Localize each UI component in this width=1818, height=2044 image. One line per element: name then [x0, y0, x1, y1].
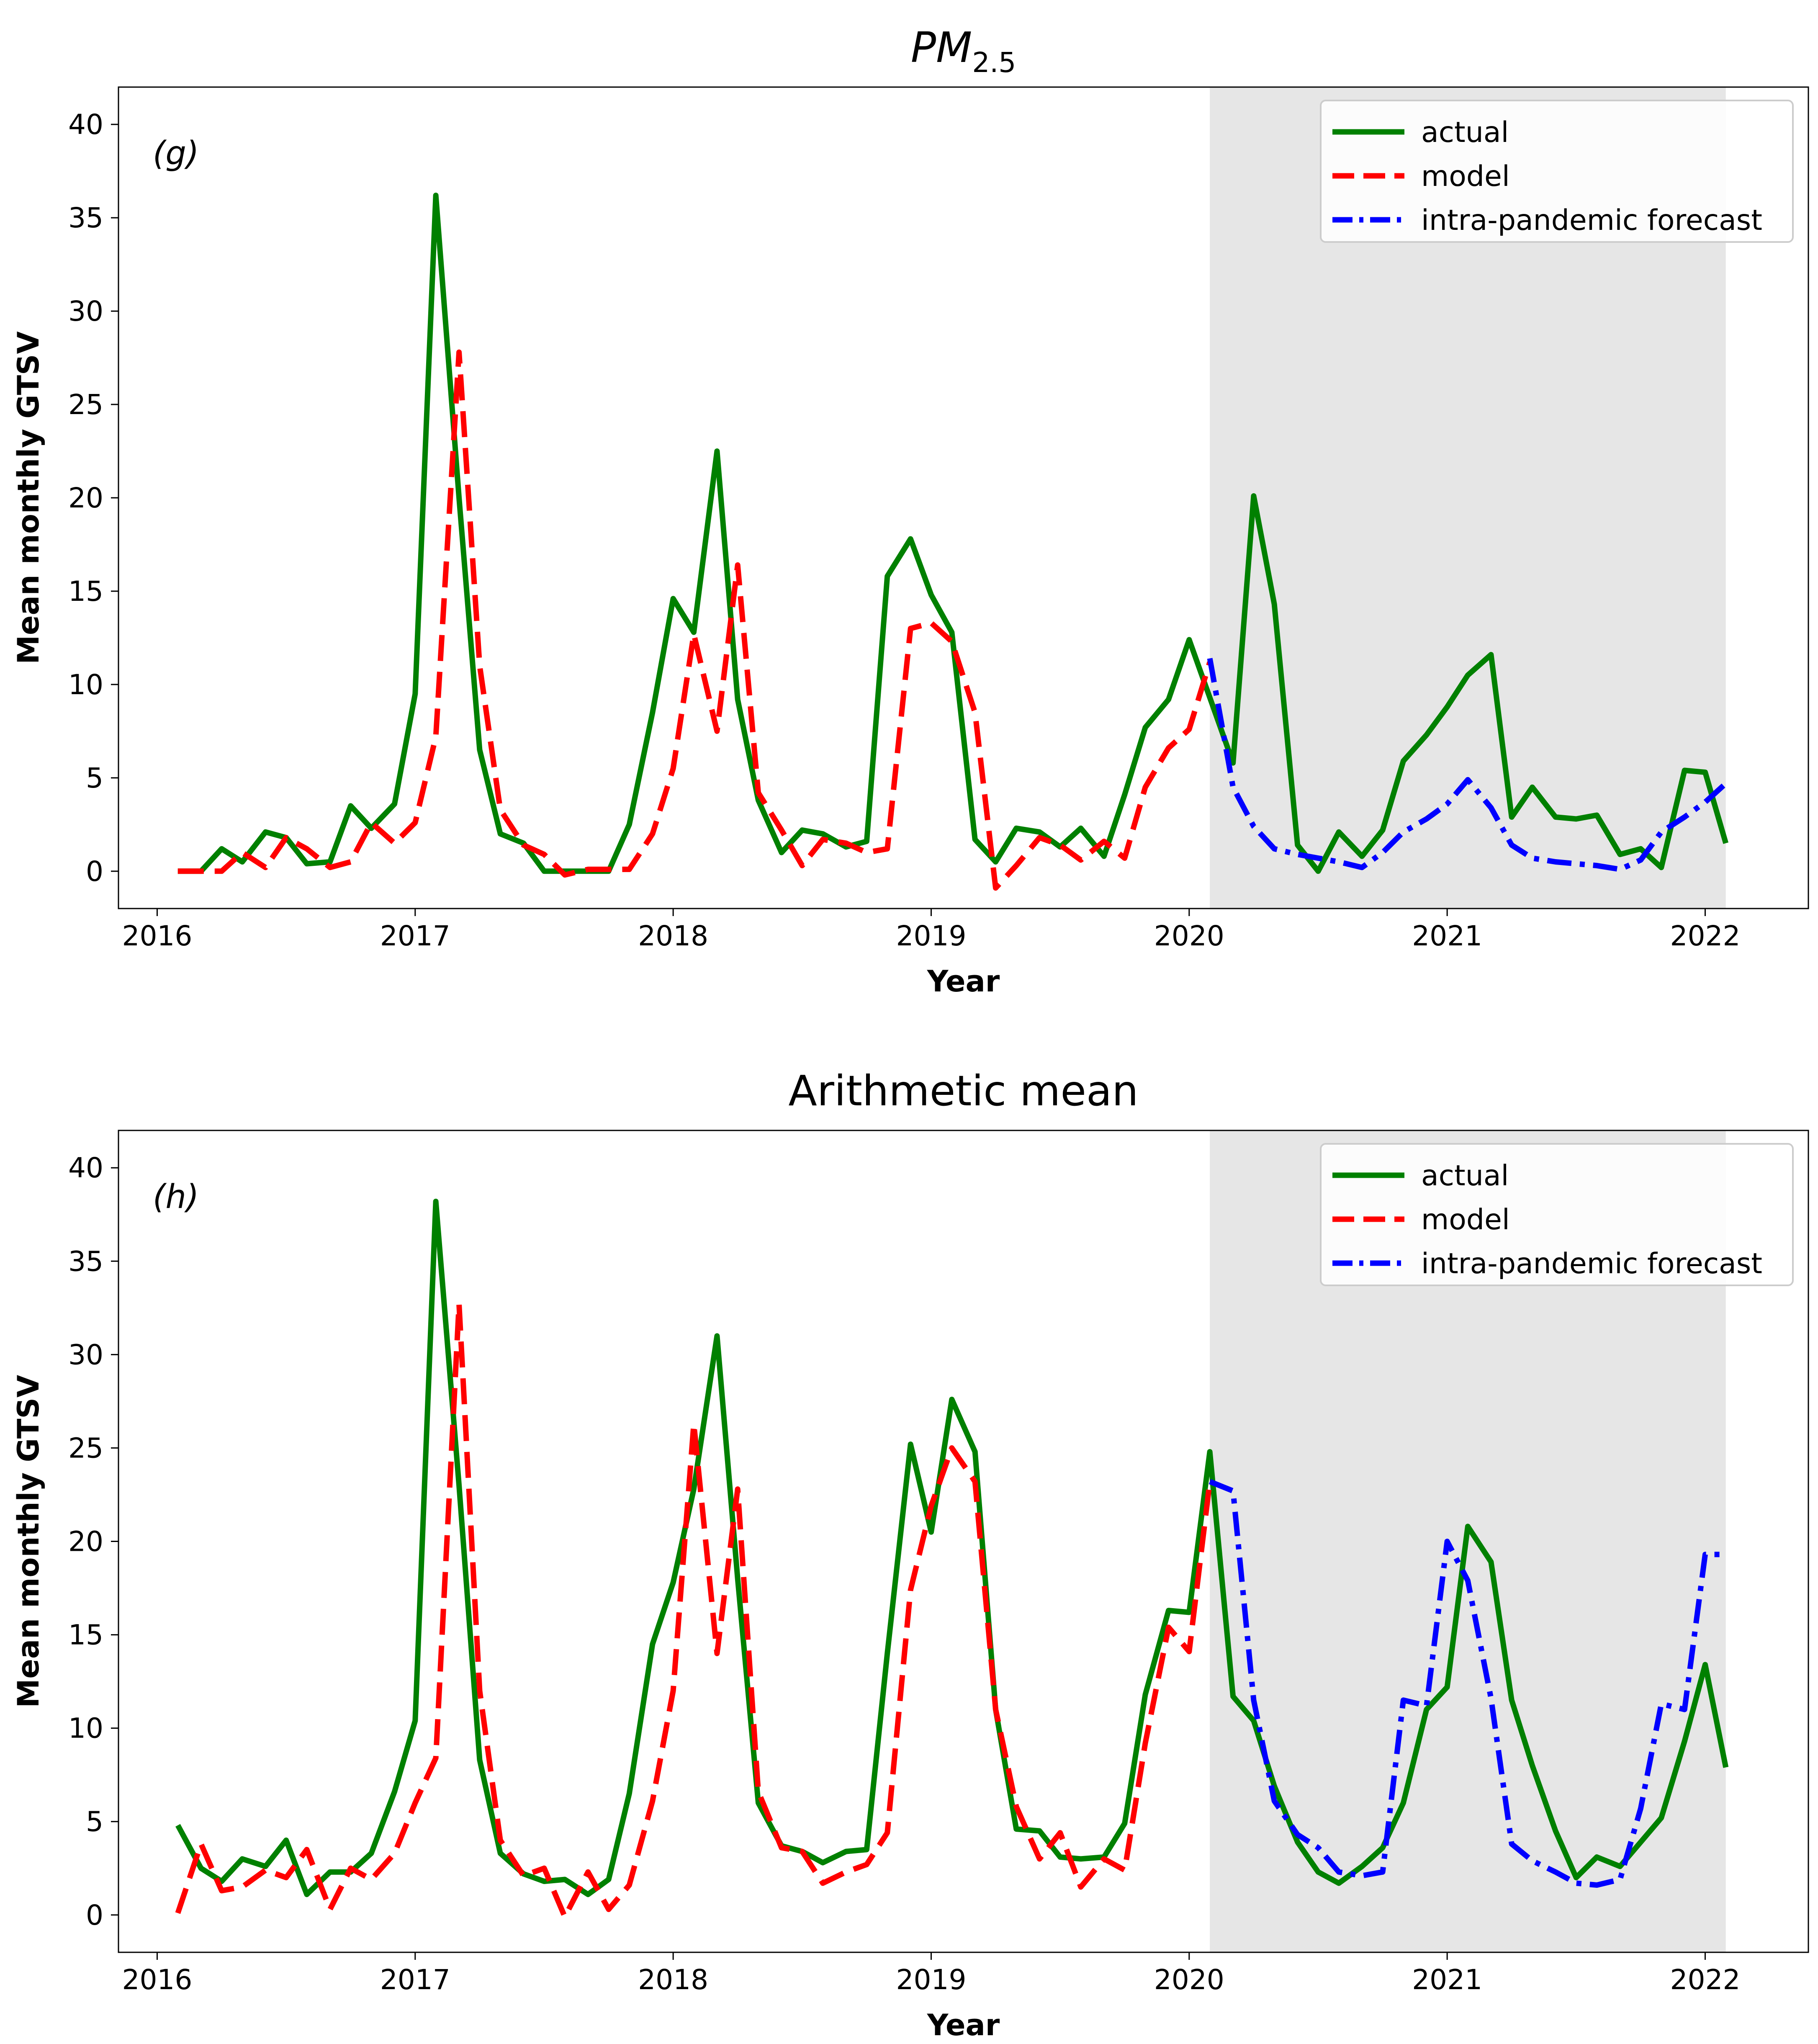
legend: actual model intra-pandemic forecast: [1320, 100, 1794, 243]
x-tick-label: 2020: [1154, 920, 1224, 952]
x-axis-label: Year: [927, 964, 1000, 999]
x-tick-label: 2016: [122, 920, 192, 952]
series-line-actual: [177, 193, 1729, 874]
chart-title-main: PM: [911, 23, 972, 72]
panel-label: (h): [153, 1178, 199, 1216]
y-tick-label: 0: [86, 1899, 103, 1931]
y-axis-label: Mean monthly GTSV: [11, 331, 46, 664]
series-line-intra-pandemic-forecast: [1207, 658, 1728, 872]
y-tick-label: 35: [68, 1245, 103, 1277]
legend: actual model intra-pandemic forecast: [1320, 1143, 1794, 1286]
legend-label: intra-pandemic forecast: [1421, 204, 1762, 237]
x-tick-label: 2019: [896, 920, 966, 952]
y-tick-label: 35: [68, 202, 103, 234]
x-tick-label: 2021: [1412, 920, 1482, 952]
x-tick-label: 2018: [638, 1964, 708, 1996]
series-line-actual: [175, 1199, 1729, 1897]
chart-panel-2: 2016 2017 2018 2019 2020 2021 2022 0 5 10 15 20 25 30…: [11, 1066, 1809, 2042]
legend-label: intra-pandemic forecast: [1421, 1247, 1762, 1280]
x-tick-label: 2019: [896, 1964, 966, 1996]
series-line-model: [175, 1301, 1213, 1920]
y-tick-label: 5: [86, 762, 103, 794]
chart-title: Arithmetic mean: [788, 1066, 1138, 1115]
y-tick-label: 10: [68, 1712, 103, 1745]
legend-box: [1320, 100, 1794, 243]
legend-label: actual: [1421, 1159, 1509, 1192]
x-tick-label: 2017: [380, 1964, 450, 1996]
series-line-intra-pandemic-forecast: [1209, 1479, 1726, 1888]
y-tick-label: 20: [68, 1526, 103, 1558]
x-tick-label: 2018: [638, 920, 708, 952]
y-tick-label: 40: [68, 108, 103, 141]
x-tick-label: 2021: [1412, 1964, 1482, 1996]
x-tick-label: 2016: [122, 1964, 192, 1996]
legend-label: model: [1421, 160, 1510, 193]
y-tick-label: 30: [68, 1339, 103, 1371]
y-tick-label: 20: [68, 482, 103, 514]
y-tick-label: 10: [68, 669, 103, 701]
chart-title: PM2.5: [911, 23, 1016, 79]
legend-box: [1320, 1143, 1794, 1286]
x-tick-label: 2022: [1670, 1964, 1740, 1996]
series-line-model: [177, 349, 1213, 891]
y-tick-label: 25: [68, 1432, 103, 1464]
y-tick-label: 15: [68, 575, 103, 608]
chart-panel-1: 2016 2017 2018 2019 2020 2021 2022 0 5 10 15 20 25 30…: [11, 23, 1809, 999]
y-tick-label: 15: [68, 1619, 103, 1651]
x-tick-label: 2020: [1154, 1964, 1224, 1996]
y-tick-label: 40: [68, 1152, 103, 1184]
y-tick-label: 25: [68, 389, 103, 421]
panel-label: (g): [153, 135, 199, 172]
y-tick-label: 0: [86, 855, 103, 888]
x-axis-label: Year: [927, 2008, 1000, 2042]
y-axis-label: Mean monthly GTSV: [11, 1375, 46, 1708]
y-tick-label: 30: [68, 295, 103, 327]
legend-label: model: [1421, 1203, 1510, 1236]
chart-title-subscript: 2.5: [972, 46, 1016, 79]
x-tick-label: 2017: [380, 920, 450, 952]
y-tick-label: 5: [86, 1806, 103, 1838]
x-tick-label: 2022: [1670, 920, 1740, 952]
legend-label: actual: [1421, 116, 1509, 149]
